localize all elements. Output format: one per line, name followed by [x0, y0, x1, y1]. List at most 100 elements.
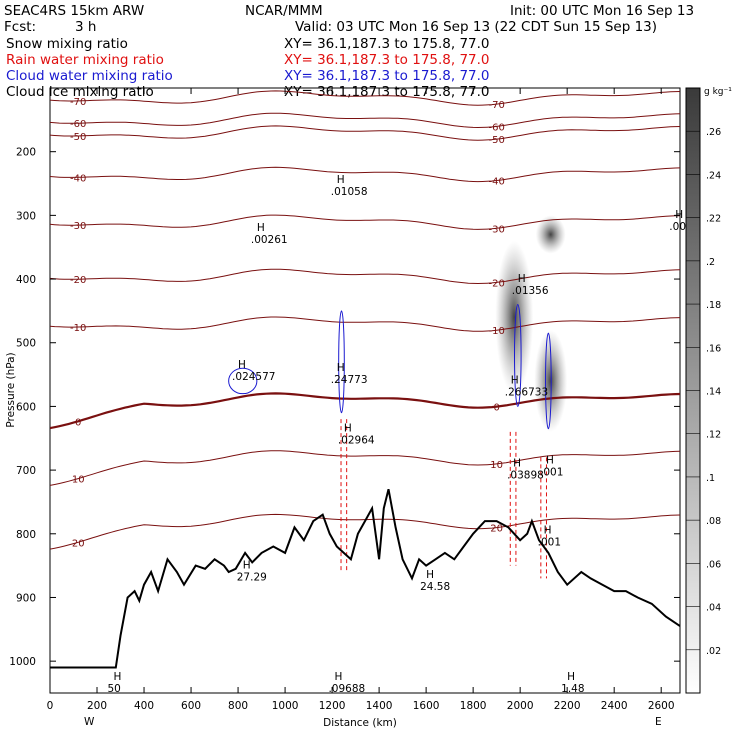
axes: 0 200 400 600 800 1000 1200 1400 1600 1800 2000 220…: [9, 88, 680, 712]
terrain-profile: [50, 488, 680, 669]
isotherm-line: [50, 450, 680, 486]
max-marker: H: [337, 174, 345, 186]
y-tick-label: 800: [16, 529, 36, 541]
cloudwater-contour: [514, 304, 522, 407]
header: SEAC4RS 15km ARW NCAR/MMM Init: 00 UTC M…: [4, 3, 694, 100]
max-marker: H: [238, 359, 246, 371]
x-tick-label: 1600: [413, 700, 440, 712]
max-marker: H: [426, 569, 434, 581]
colorbar-tick-label: .12: [706, 430, 721, 441]
colorbar-ticks: .02 .04 .06 .08 .1 .12 .14 .16 .18 .2 .22 .24 .26: [686, 127, 721, 657]
x-tick-label: 1400: [366, 700, 393, 712]
max-marker: H: [344, 422, 352, 434]
cloudwater-contour: [545, 332, 552, 430]
max-marker: H: [544, 524, 552, 536]
x-tick-label: 1000: [272, 700, 299, 712]
colorbar-unit: g kg⁻¹: [704, 87, 732, 97]
field-legend: Snow mixing ratio XY= 36.1,187.3 to 175.8…: [6, 36, 490, 100]
cloudwater-contour: [228, 367, 258, 395]
isotherm-label: 0: [493, 403, 499, 414]
isotherm-label: -70: [70, 97, 86, 108]
x-tick-label: 200: [87, 700, 107, 712]
max-value: .01058: [331, 186, 368, 198]
x-axis-east-label: E: [655, 716, 662, 728]
isotherm-label: -20: [70, 275, 86, 286]
fcst-label: Fcst:: [4, 19, 36, 35]
colorbar-tick-label: .26: [706, 127, 721, 138]
colorbar-tick-label: .14: [706, 387, 721, 398]
y-tick-label: 400: [16, 274, 36, 286]
isotherm-line: [50, 125, 680, 141]
isotherm-line: [50, 166, 680, 183]
isotherm-label: -10: [488, 326, 504, 337]
isotherm-label: -20: [488, 278, 504, 289]
plot-area: [50, 90, 680, 669]
field-name: Snow mixing ratio: [6, 36, 128, 52]
max-marker: H: [546, 454, 554, 466]
y-tick-label: 700: [16, 465, 36, 477]
colorbar: g kg⁻¹ .02 .04 .06 .08 .1 .12 .14 .16 .18 .2 .22 .2…: [685, 87, 732, 694]
x-tick-label: 2000: [507, 700, 534, 712]
max-marker: H: [257, 222, 265, 234]
max-value: .24773: [331, 374, 368, 386]
max-value: .001: [538, 536, 561, 548]
isotherm-labels: -70 -70 -60 -60 -50 -50 -40 -40 -30 -30 -20 -20 -10 -…: [70, 97, 505, 549]
field-name: Rain water mixing ratio: [6, 52, 164, 68]
colorbar-tick-label: .06: [706, 559, 721, 570]
colorbar-tick-label: .24: [706, 170, 721, 181]
snow-shade: [495, 240, 534, 394]
x-tick-label: 600: [181, 700, 201, 712]
max-value: 1.48: [561, 683, 584, 695]
x-axis-label: Distance (km): [323, 717, 397, 729]
max-marker: H: [518, 273, 526, 285]
x-tick-label: 800: [228, 700, 248, 712]
max-value: 50: [107, 683, 120, 695]
max-value: .024577: [232, 371, 275, 383]
isotherm-label: 20: [72, 538, 85, 549]
x-tick-label: 0: [47, 700, 54, 712]
max-marker: H: [513, 457, 521, 469]
isotherm-label: 10: [72, 475, 85, 486]
isotherm-label: 10: [490, 460, 503, 471]
max-value: .02964: [338, 434, 375, 446]
max-marker: H: [567, 671, 575, 683]
isotherm-label: 0: [75, 417, 81, 428]
terrain-line: [50, 488, 680, 669]
y-tick-label: 300: [16, 210, 36, 222]
x-tick-label: 2400: [601, 700, 628, 712]
valid-time: Valid: 03 UTC Mon 16 Sep 13 (22 CDT Sun …: [295, 19, 657, 35]
max-marker: H: [337, 362, 345, 374]
isotherm-line: [50, 214, 680, 230]
colorbar-tick-label: .04: [706, 603, 721, 614]
colorbar-tick-label: .16: [706, 343, 721, 354]
max-marker: H: [243, 559, 251, 571]
org-label: NCAR/MMM: [245, 3, 323, 19]
colorbar-tick-label: .2: [706, 257, 715, 268]
isotherm-label: -10: [70, 323, 86, 334]
isotherm-label: -30: [70, 221, 86, 232]
field-xy: XY= 36.1,187.3 to 175.8, 77.0: [284, 68, 490, 84]
max-value: .01356: [512, 285, 549, 297]
model-title: SEAC4RS 15km ARW: [4, 3, 144, 19]
field-xy: XY= 36.1,187.3 to 175.8, 77.0: [284, 52, 490, 68]
fcst-value: 3 h: [75, 19, 96, 35]
max-value: .001: [540, 466, 563, 478]
isotherm-label: -40: [70, 173, 86, 184]
max-marker: H: [334, 671, 342, 683]
y-tick-label: 500: [16, 338, 36, 350]
isotherm-label: -40: [488, 177, 504, 188]
rain-contours: [340, 419, 547, 579]
isotherm-label: -70: [488, 100, 504, 111]
field-xy: XY= 36.1,187.3 to 175.8, 77.0: [284, 84, 490, 100]
max-value: 24.58: [420, 581, 450, 593]
isotherm-line: [50, 392, 680, 430]
y-tick-label: 200: [16, 147, 36, 159]
init-time: Init: 00 UTC Mon 16 Sep 13: [510, 3, 694, 19]
x-tick-label: 1800: [460, 700, 487, 712]
plot-frame: [49, 87, 681, 694]
isotherm-label: 20: [490, 524, 503, 535]
max-value: .266733: [505, 387, 548, 399]
colorbar-tick-label: .18: [706, 300, 721, 311]
isotherm-line: [50, 90, 680, 106]
